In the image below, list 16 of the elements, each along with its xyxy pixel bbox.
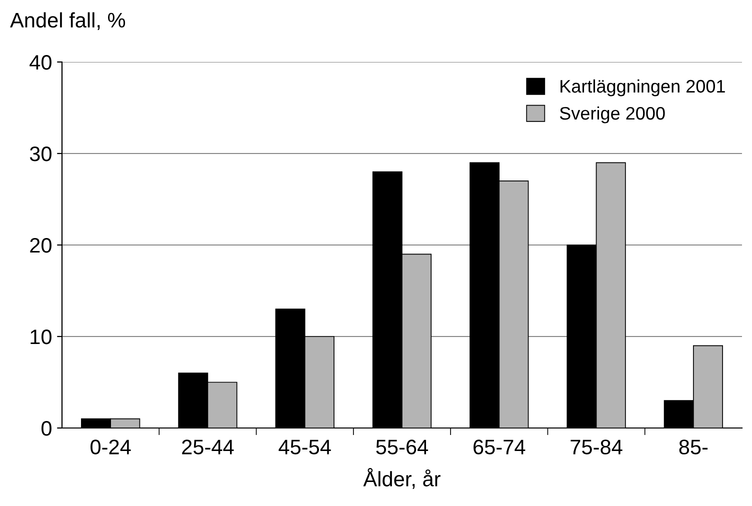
x-tick-label: 55-64	[376, 440, 428, 454]
x-tick-label: 75-84	[570, 440, 622, 454]
y-tick-label: 30	[30, 146, 52, 162]
x-tick-label: 25-44	[182, 440, 234, 454]
x-tick-label: 65-74	[474, 440, 526, 454]
y-tick-label: 20	[30, 238, 52, 253]
x-tick-label: 85-	[679, 440, 708, 454]
y-tick-label: 10	[30, 330, 52, 344]
x-tick-label: 45-54	[278, 440, 331, 454]
y-axis-title: Andel fall, %	[10, 12, 126, 30]
y-tick-label: 0	[42, 421, 52, 436]
legend-label: Kartläggningen 2001	[560, 79, 725, 96]
legend-label: Sverige 2000	[560, 106, 665, 124]
x-tick-label: 0-24	[90, 440, 131, 454]
y-tick-label: 40	[30, 55, 52, 70]
x-axis-title: Ålder, år	[363, 468, 440, 489]
